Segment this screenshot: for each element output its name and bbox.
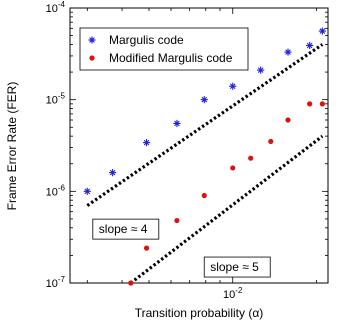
margulis-point (318, 27, 326, 35)
margulis-point (142, 139, 151, 147)
modified-margulis-point (201, 192, 207, 199)
legend: Margulis code Modified Margulis code (79, 27, 249, 71)
data-marks (83, 27, 326, 286)
legend-box (79, 27, 249, 71)
modified-margulis-point (143, 245, 150, 251)
modified-margulis-point (230, 165, 236, 171)
annotation-text: slope ≈ 4 (99, 222, 148, 236)
modified-margulis-point (285, 117, 291, 123)
x-axis-label: Transition probability (α) (135, 306, 264, 320)
margulis-point (173, 119, 181, 128)
modified-margulis-point (174, 217, 180, 224)
x-tick-label: 10-2 (223, 286, 243, 301)
legend-marker-margulis (88, 36, 96, 44)
fit-lines (86, 43, 324, 285)
y-tick-label: 10-7 (46, 275, 66, 290)
margulis-point (200, 96, 208, 104)
legend-marker-modified-margulis (89, 55, 95, 61)
y-tick-label: 10-6 (46, 183, 66, 198)
axis-ticks (70, 7, 328, 284)
modified-margulis-point (128, 280, 134, 286)
slope-4-annotation: slope ≈ 4 (92, 218, 160, 240)
modified-margulis-point (319, 101, 325, 107)
modified-margulis-point (307, 101, 313, 107)
y-tick-label: 10-5 (46, 92, 66, 107)
margulis-point (229, 82, 237, 90)
fit-line (129, 134, 324, 285)
legend-label: Margulis code (109, 33, 184, 47)
slope-5-annotation: slope ≈ 5 (203, 256, 271, 278)
margulis-point (257, 66, 265, 74)
modified-margulis-point (248, 155, 254, 161)
annotation-text: slope ≈ 5 (210, 260, 259, 274)
y-axis-label: Frame Error Rate (FER) (5, 82, 19, 211)
y-tick-label: 10-4 (46, 0, 66, 15)
axis-tick-labels: 10-4 10-5 10-6 10-7 10-2 (46, 0, 243, 301)
fit-line (86, 43, 324, 207)
margulis-point (306, 41, 314, 50)
margulis-point (83, 187, 91, 195)
modified-margulis-point (268, 138, 274, 145)
margulis-point (284, 48, 292, 56)
annotations: slope ≈ 4 slope ≈ 5 (92, 218, 271, 278)
legend-label: Modified Margulis code (109, 51, 233, 65)
margulis-point (109, 169, 117, 177)
